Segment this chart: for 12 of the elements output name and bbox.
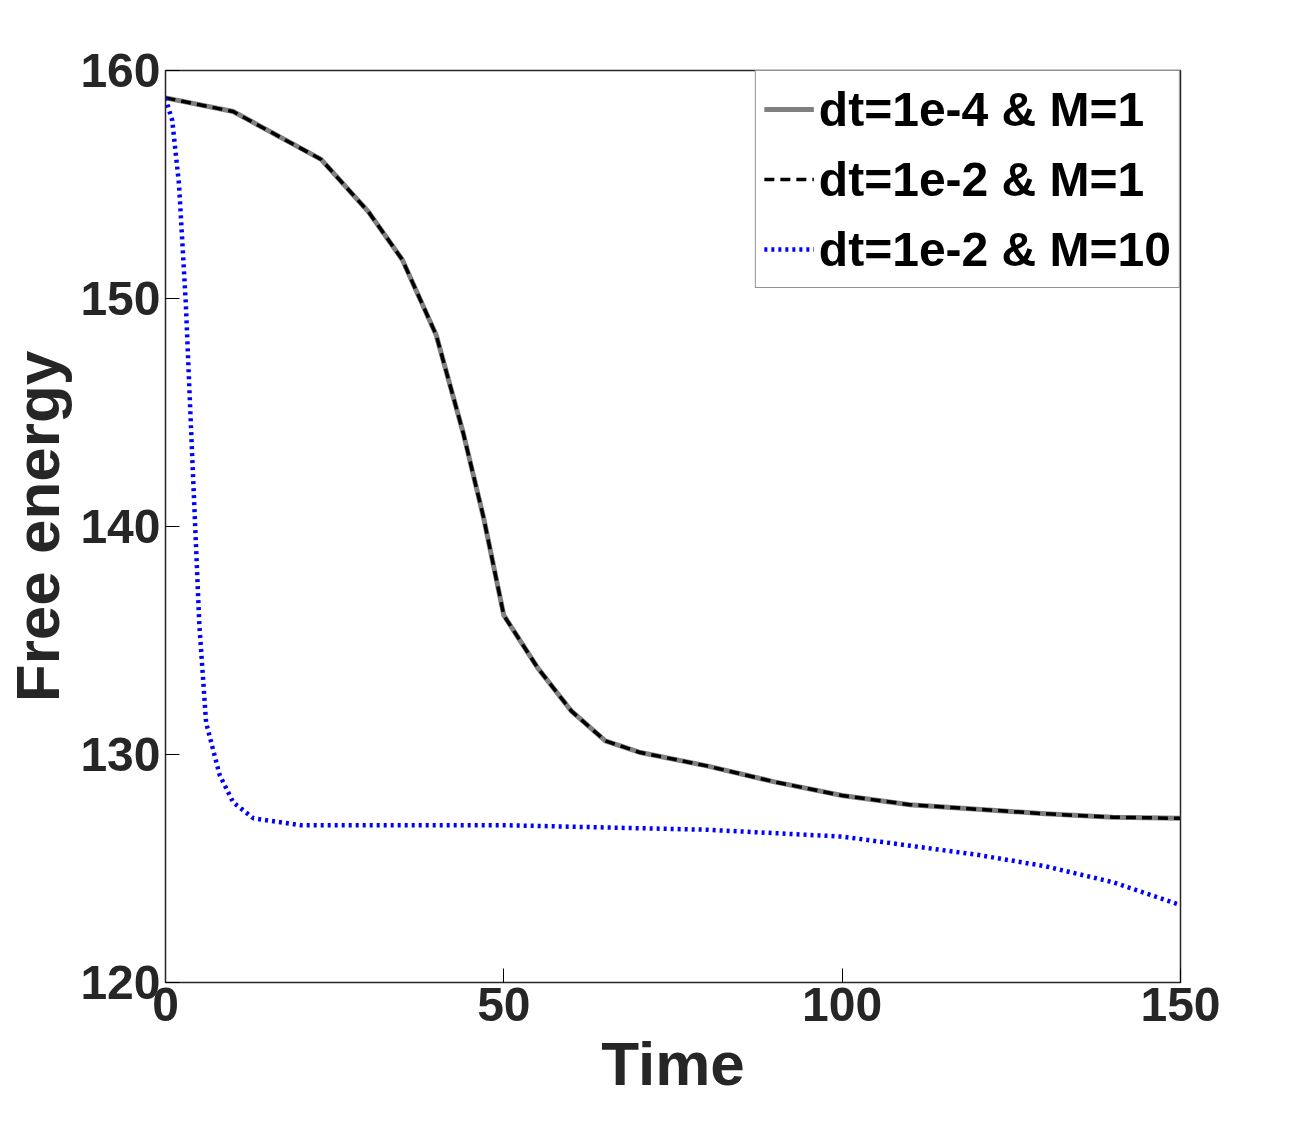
y-tick-label: 160 (80, 44, 161, 97)
y-tick-label: 150 (80, 272, 161, 325)
y-tick-label: 140 (80, 500, 161, 553)
legend-label: dt=1e-2 & M=10 (818, 221, 1171, 278)
x-axis-title: Time (601, 1028, 745, 1098)
y-axis-title: Free energy (3, 350, 73, 703)
legend-label: dt=1e-2 & M=1 (818, 151, 1145, 208)
x-tick-label: 50 (477, 977, 531, 1031)
x-tick-label: 100 (802, 977, 883, 1031)
y-tick-label: 130 (80, 728, 161, 781)
legend-label: dt=1e-4 & M=1 (818, 81, 1145, 138)
x-tick-label: 150 (1140, 977, 1221, 1031)
